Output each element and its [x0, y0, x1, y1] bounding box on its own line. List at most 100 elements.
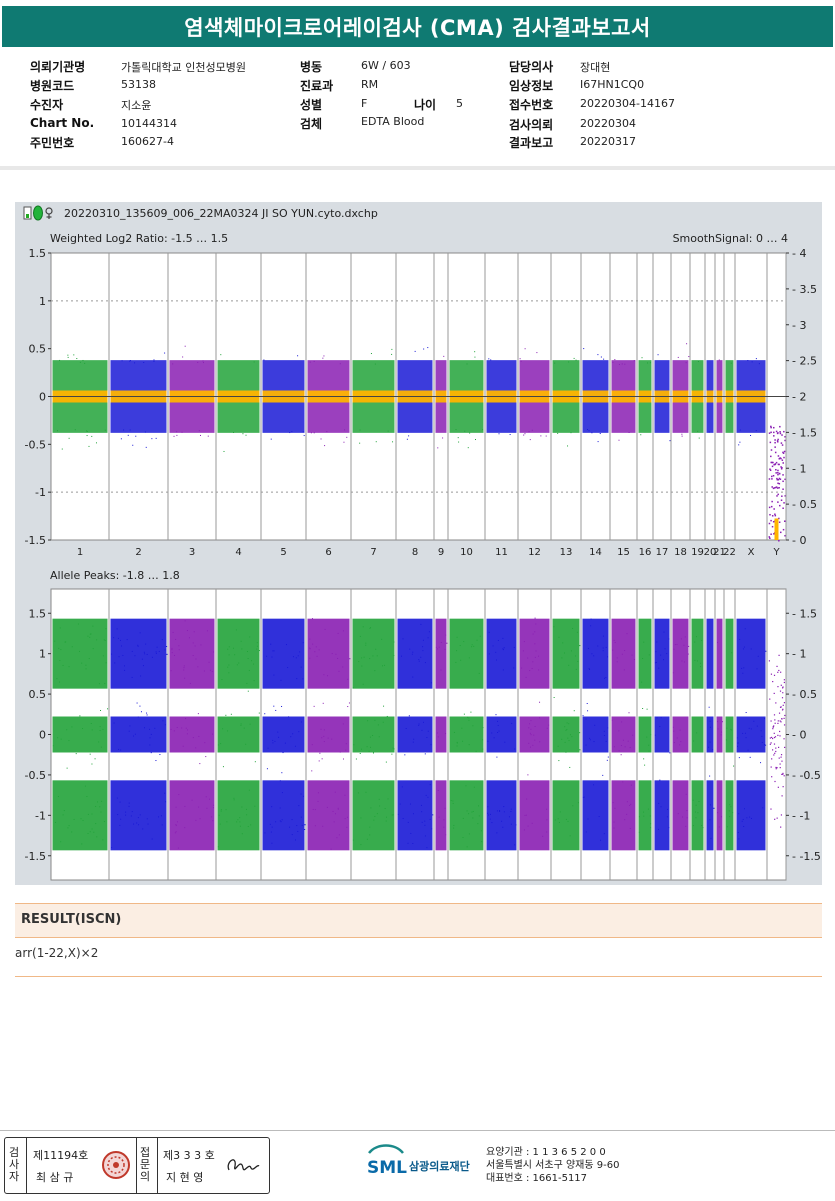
value-ward: 6W / 603 — [361, 59, 411, 72]
plot2-y2tick-label: - 0 — [792, 729, 806, 742]
allele-peak-chr-13-2 — [552, 780, 580, 851]
allele-peak-chr-6-2 — [307, 780, 350, 851]
allele-peak-chr-4-2 — [217, 780, 260, 851]
plot1-dots-chr-4 — [220, 354, 255, 452]
allele-peak-chr-2-1 — [110, 716, 167, 753]
allele-peak-chr-X-0 — [736, 618, 766, 689]
sml-logo: SML 삼광의료재단 — [365, 1143, 483, 1183]
patient-info: 의뢰기관명 가톨릭대학교 인천성모병원 병원코드 53138 수진자 지소윤 C… — [0, 50, 835, 165]
plot2-dots-chr-13 — [553, 626, 581, 837]
chr-label-20: 20 — [704, 547, 717, 558]
label-sex: 성별 — [300, 98, 323, 112]
plot1-y2tick-label: - 2 — [792, 391, 806, 404]
chr-label-15: 15 — [617, 547, 630, 558]
value-department: RM — [361, 78, 379, 91]
allele-peak-chr-20-1 — [706, 716, 714, 753]
value-physician: 장대현 — [580, 61, 611, 74]
label-report-date: 결과보고 — [509, 136, 554, 150]
cma-plot-panel: 20220310_135609_006_22MA0324 JI SO YUN.c… — [15, 202, 822, 885]
allele-peak-chr-14-1 — [582, 716, 609, 753]
plot1-y2tick-label: - 1.5 — [792, 426, 817, 439]
plot1-dots-chr-15 — [612, 359, 635, 441]
allele-peak-chr-22-2 — [725, 780, 734, 851]
allele-peak-chr-15-2 — [611, 780, 636, 851]
allele-peak-chr-18-0 — [672, 618, 689, 689]
chr-label-22: 22 — [723, 547, 736, 558]
allele-peak-chr-22-1 — [725, 716, 734, 753]
allele-peak-chr-X-1 — [736, 716, 766, 753]
allele-peak-chr-11-2 — [486, 780, 517, 851]
allele-peak-chr-17-1 — [654, 716, 670, 753]
allele-peak-chr-17-2 — [654, 780, 670, 851]
signer1-name: 최 삼 규 — [36, 1171, 74, 1184]
chr-label-4: 4 — [235, 547, 241, 558]
signer1-seal-icon — [102, 1151, 130, 1179]
plot2-dots-chr-11 — [487, 631, 517, 846]
plot1-ytick-label: 0 — [39, 391, 46, 404]
allele-peak-chr-12-0 — [519, 618, 550, 689]
chr-label-2: 2 — [135, 547, 141, 558]
plot2-dots-chr-10 — [450, 635, 484, 848]
plot1-ytick-label: -0.5 — [25, 438, 46, 451]
allele-peak-chr-20-0 — [706, 618, 714, 689]
allele-peak-chr-16-2 — [638, 780, 652, 851]
signer2-license: 제3 3 3 호 — [163, 1149, 215, 1162]
value-specimen: EDTA Blood — [361, 115, 425, 128]
plot1-dots-chr-12 — [519, 348, 547, 441]
signer2-signature-icon — [227, 1159, 260, 1171]
allele-peak-chr-19-1 — [691, 716, 704, 753]
plot2-dots-chr-4 — [217, 629, 260, 848]
plot1-dots-chr-2 — [120, 352, 166, 448]
result-heading: RESULT(ISCN) — [21, 912, 122, 927]
plot1-dots-chr-Y — [768, 425, 786, 542]
plot2-y2tick-label: - 1 — [792, 648, 806, 661]
value-requesting-institution: 가톨릭대학교 인천성모병원 — [121, 61, 246, 74]
plot1-dots-chr-22 — [730, 362, 732, 364]
allele-peak-chr-14-0 — [582, 618, 609, 689]
plot2-title: Allele Peaks: -1.8 … 1.8 — [50, 569, 180, 582]
allele-peak-chr-5-2 — [262, 780, 305, 851]
value-hospital-code: 53138 — [121, 78, 156, 91]
plot2-ytick-label: 0 — [39, 729, 46, 742]
plot1-dots-chr-21 — [718, 359, 720, 361]
org-code: 요양기관 : 1 1 3 6 5 2 0 0 — [486, 1147, 606, 1158]
plot2-dots-chr-16 — [638, 641, 652, 833]
label-clinical-info: 임상정보 — [509, 79, 554, 93]
plot2-dots-chr-12 — [521, 617, 550, 837]
allele-peak-chr-12-1 — [519, 716, 550, 753]
plot1-dots-chr-X — [738, 358, 760, 446]
plot1-dots-chr-14 — [583, 348, 605, 443]
allele-peak-chr-19-2 — [691, 780, 704, 851]
plot1-y2tick-label: - 2.5 — [792, 355, 817, 368]
plot1-dots-chr-11 — [488, 358, 511, 436]
plot1-dots-chr-16 — [640, 357, 651, 436]
plot2-y2tick-label: - 1.5 — [792, 607, 817, 620]
allele-peak-chr-X-2 — [736, 780, 766, 851]
allele-peak-chr-18-2 — [672, 780, 689, 851]
allele-peak-chr-14-2 — [582, 780, 609, 851]
allele-peak-chr-4-1 — [217, 716, 260, 753]
plot1-ytick-label: -1 — [35, 486, 46, 499]
allele-peak-chr-20-2 — [706, 780, 714, 851]
allele-peak-chr-16-0 — [638, 618, 652, 689]
allele-peak-chr-21-2 — [716, 780, 723, 851]
value-age: 5 — [456, 97, 463, 110]
plot1-dots-chr-19 — [697, 361, 700, 439]
chr-label-8: 8 — [412, 547, 418, 558]
plot2-dots-chr-3 — [170, 620, 215, 849]
value-sex: F — [361, 97, 368, 110]
allele-peak-chr-3-0 — [169, 618, 215, 689]
value-chart-no: 10144314 — [121, 117, 177, 130]
result-divider — [15, 976, 822, 977]
org-address: 서울특별시 서초구 양재동 9-60 — [486, 1160, 620, 1171]
label-hospital-code: 병원코드 — [30, 79, 75, 93]
plot2-dots-chr-7 — [352, 626, 395, 846]
allele-peak-chr-11-1 — [486, 716, 517, 753]
plot1-y2tick-label: - 1 — [792, 462, 806, 475]
value-request-date: 20220304 — [580, 117, 636, 130]
chr-label-12: 12 — [528, 547, 541, 558]
plot1-y2tick-label: - 0.5 — [792, 498, 817, 511]
chr-label-18: 18 — [674, 547, 687, 558]
